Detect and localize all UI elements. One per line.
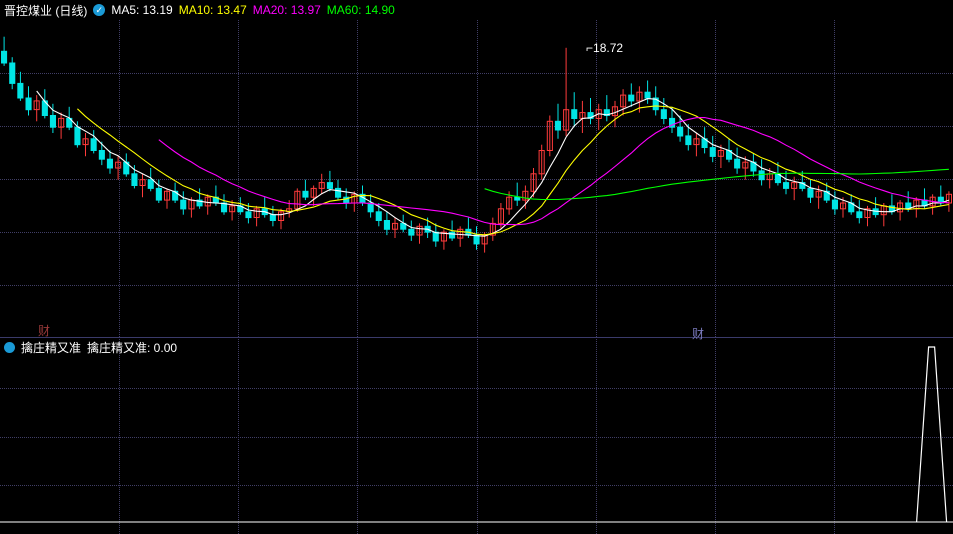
price-chart-panel[interactable]: 财 财 ⌐18.72 <box>0 20 953 341</box>
grid-line-v <box>595 339 597 534</box>
grid-line-v <box>357 339 359 534</box>
grid-line-v <box>476 20 478 337</box>
watermark-left: 财 <box>38 324 51 338</box>
sub-indicator-value: 擒庄精又准: 0.00 <box>87 340 178 355</box>
grid-line-v <box>119 339 121 534</box>
grid-line-v <box>357 20 359 337</box>
grid-line-v <box>476 339 478 534</box>
grid-line-v <box>119 20 121 337</box>
indicator-spike <box>916 346 948 523</box>
peak-caret: ⌐ <box>586 41 594 55</box>
chart-header: 晋控煤业 (日线) ✓ MA5: 13.19 MA10: 13.47 MA20:… <box>0 0 953 20</box>
ma5-legend: MA5: 13.19 <box>111 3 173 17</box>
sub-indicator-name: 擒庄精又准 <box>21 340 82 355</box>
grid-line-v <box>595 20 597 337</box>
ma10-legend: MA10: 13.47 <box>178 3 247 17</box>
sub-indicator-header: 擒庄精又准 擒庄精又准: 0.00 <box>0 339 177 355</box>
grid-line-v <box>833 20 835 337</box>
ma60-legend: MA60: 14.90 <box>326 3 395 17</box>
stock-title: 晋控煤业 (日线) <box>4 3 88 18</box>
price-candles <box>1 36 953 253</box>
grid-line-v <box>238 339 240 534</box>
sub-grid <box>0 339 953 534</box>
sub-indicator-panel[interactable] <box>0 339 953 534</box>
grid-line-v <box>833 339 835 534</box>
check-circle-icon-sub[interactable] <box>4 341 15 353</box>
check-circle-icon[interactable]: ✓ <box>93 4 106 16</box>
grid-line-v <box>238 20 240 337</box>
grid-line-v <box>714 339 716 534</box>
ma20-legend: MA20: 13.97 <box>252 3 321 17</box>
sub-indicator-series <box>0 346 953 523</box>
peak-price-label: ⌐18.72 <box>586 41 623 55</box>
watermark-right: 财 <box>692 327 705 341</box>
peak-price-value: 18.72 <box>593 41 624 55</box>
